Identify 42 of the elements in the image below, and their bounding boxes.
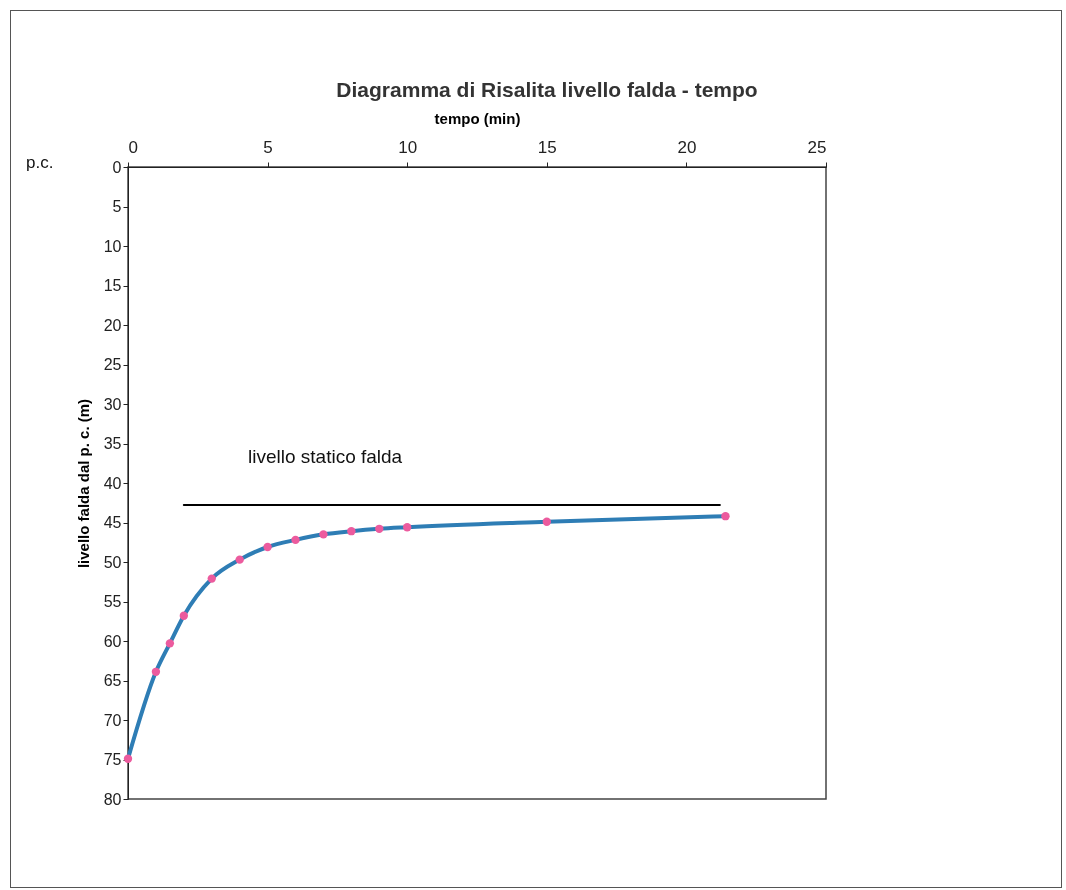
y-tick-label: 10 [103,237,122,255]
y-axis-title: livello falda dal p. c. (m) [74,398,92,569]
y-tick-label: 20 [103,316,122,334]
x-axis-title: tempo (min) [434,109,521,127]
x-tick-label: 15 [537,137,557,157]
y-tick-label: 70 [103,711,122,729]
x-tick-label: 0 [128,137,138,157]
point [151,667,161,676]
text: p.c. [26,153,54,172]
point [165,639,175,648]
point [375,524,384,533]
y-tick-label: 80 [103,790,122,808]
y-tick-label: 35 [103,435,122,452]
point [291,535,300,545]
point [347,527,356,536]
point [319,530,328,539]
point [235,555,244,564]
point [403,523,412,532]
y-tick-label: 15 [103,277,122,294]
annotation: livello statico falda [248,446,403,467]
chart-title: Diagramma di Risalita livello falda - tempo [336,78,758,101]
point [721,512,730,521]
y-tick-label: 65 [103,672,122,689]
y-tick-label: 50 [103,553,122,571]
y-tick-label: 55 [103,593,122,610]
y-tick-label: 25 [103,356,122,373]
point [207,574,216,583]
x-tick-label: 10 [398,137,418,157]
y-tick-label: 60 [103,632,122,650]
y-tick-label: 40 [103,474,122,492]
y-tick-label: 30 [103,395,122,413]
x-tick-label: 5 [263,137,273,157]
y-tick-label: 0 [112,158,122,176]
point [123,754,133,763]
x-tick-label: 20 [677,137,697,157]
y-tick-label: 75 [103,751,122,768]
point [179,611,189,620]
y-tick-label: 45 [103,514,122,531]
point [542,517,551,526]
point [263,542,272,552]
y-tick-label: 5 [112,198,122,215]
x-tick-label: 25 [807,137,827,157]
